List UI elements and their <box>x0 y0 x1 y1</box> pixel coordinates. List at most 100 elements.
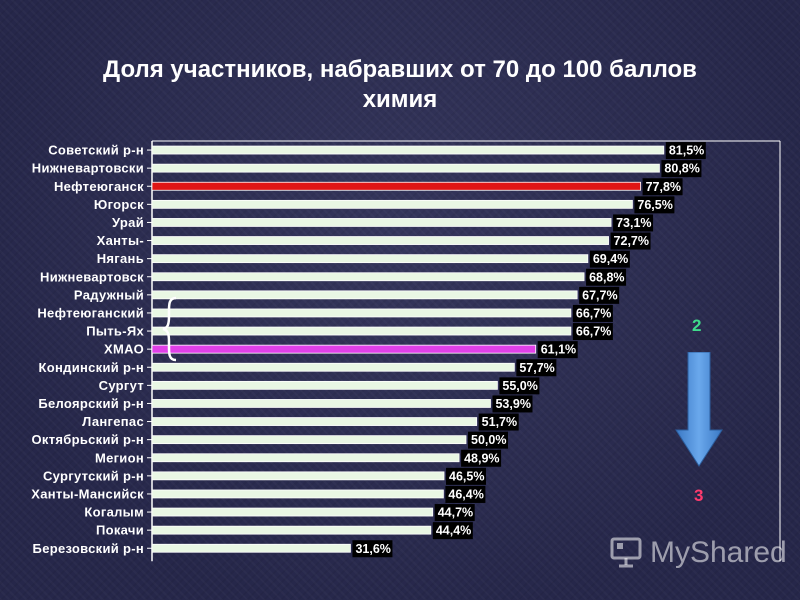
bar <box>151 525 432 535</box>
bar <box>151 181 641 191</box>
data-label: 66,7% <box>576 325 611 339</box>
bar <box>151 507 434 517</box>
data-label: 46,5% <box>449 469 484 483</box>
category-label: Советский р-н <box>48 143 144 158</box>
bar <box>151 489 444 499</box>
data-label: 72,7% <box>614 234 649 248</box>
data-label: 81,5% <box>669 144 704 158</box>
data-label-bg <box>461 449 502 467</box>
curly-brace-icon <box>162 296 177 362</box>
category-label: Белоярский р-н <box>38 396 144 411</box>
category-label: Нефтеюганск <box>54 179 144 194</box>
category-label: Радужный <box>74 287 144 302</box>
data-label: 61,1% <box>541 343 576 357</box>
category-label: Мегион <box>95 450 144 465</box>
data-label-bg <box>516 359 557 377</box>
data-label: 44,4% <box>436 524 471 538</box>
data-label: 66,7% <box>576 306 611 320</box>
bar <box>151 290 578 300</box>
data-label-bg <box>610 232 651 250</box>
category-label: Кондинский р-н <box>39 360 144 375</box>
data-label: 48,9% <box>464 451 499 465</box>
data-label: 77,8% <box>646 180 681 194</box>
bar <box>151 199 633 209</box>
category-label: Покачи <box>96 523 144 538</box>
bar <box>151 417 478 426</box>
bar <box>151 308 572 318</box>
category-label: Ханты- <box>97 233 144 248</box>
data-label-bg <box>572 323 613 341</box>
chart-subtitle: химия <box>362 86 438 113</box>
category-label: Сургут <box>99 378 144 393</box>
data-label: 80,8% <box>664 162 699 176</box>
category-label: Урай <box>112 215 144 230</box>
data-label-bg <box>661 160 702 178</box>
bar <box>151 218 612 227</box>
category-label: Нефтеюганский <box>37 305 144 320</box>
category-label: Сургутский р-н <box>43 468 144 483</box>
category-label: Лангепас <box>82 414 144 429</box>
data-label: 67,7% <box>582 288 617 302</box>
category-label: Ханты-Мансийск <box>31 486 144 501</box>
category-label: Нижневартовск <box>40 269 144 284</box>
data-label: 57,7% <box>519 361 554 375</box>
data-label-bg <box>586 268 627 286</box>
data-label-bg <box>468 431 508 449</box>
data-label: 73,1% <box>616 216 651 230</box>
data-label-bg <box>492 395 533 413</box>
bar <box>151 326 572 336</box>
data-label-bg <box>445 485 486 503</box>
category-label: Березовский р-н <box>33 541 144 556</box>
category-label: Нягань <box>97 251 144 266</box>
data-label: 53,9% <box>495 397 530 411</box>
bar <box>151 435 467 445</box>
bar <box>151 380 498 390</box>
category-label: Октябрьский р-н <box>32 432 145 447</box>
data-label: 31,6% <box>355 542 390 556</box>
bar <box>151 543 351 553</box>
data-label-bg <box>665 142 706 160</box>
data-label-bg <box>537 341 578 359</box>
bar <box>151 362 515 372</box>
data-label: 44,7% <box>438 506 473 520</box>
data-label: 51,7% <box>482 415 517 429</box>
data-label-bg <box>642 178 683 196</box>
bar <box>151 254 589 264</box>
data-label-bg <box>613 214 654 232</box>
data-label-bg <box>434 504 475 522</box>
bar <box>151 272 585 282</box>
data-label: 68,8% <box>589 270 624 284</box>
chart-title: Доля участников, набравших от 70 до 100 … <box>103 56 697 83</box>
data-label-bg <box>478 413 519 431</box>
bar <box>151 145 665 155</box>
category-label: ХМАО <box>104 342 144 357</box>
bar <box>151 163 660 173</box>
bar <box>151 453 460 463</box>
category-label: Когалым <box>84 505 144 520</box>
data-label-bg <box>432 522 473 540</box>
category-label: Нижневартовски <box>32 161 144 176</box>
data-label: 55,0% <box>502 379 537 393</box>
data-label-bg <box>589 250 630 268</box>
bar <box>151 399 491 408</box>
data-label-bg <box>446 467 487 485</box>
rank-bottom-label: 3 <box>694 486 704 505</box>
category-label: Пыть-Ях <box>86 324 144 339</box>
rank-top-label: 2 <box>692 316 702 335</box>
data-label-bg <box>634 196 675 214</box>
down-arrow-icon <box>675 352 723 467</box>
bar <box>151 471 445 481</box>
data-label-bg <box>352 540 393 558</box>
data-label-bg <box>579 286 620 304</box>
data-label-bg <box>499 377 540 395</box>
watermark-text: MyShared <box>650 536 787 569</box>
data-label: 69,4% <box>593 252 628 266</box>
bar <box>151 236 609 245</box>
data-label: 50,0% <box>471 433 506 447</box>
data-label: 76,5% <box>637 198 672 212</box>
data-label: 46,4% <box>448 487 483 501</box>
bar <box>151 344 537 354</box>
presentation-board-icon <box>610 537 642 568</box>
data-label-bg <box>572 304 613 322</box>
